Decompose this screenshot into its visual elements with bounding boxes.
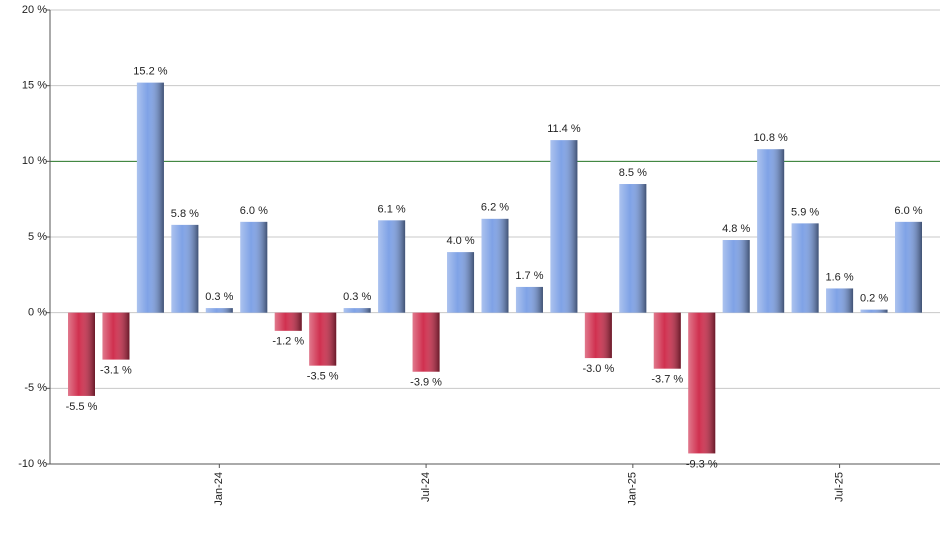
y-tick-label: -10 %	[18, 458, 47, 470]
bar	[447, 252, 475, 313]
bar	[412, 312, 440, 372]
bar	[722, 240, 750, 313]
value-label: 15.2 %	[133, 66, 167, 78]
value-label: 4.0 %	[446, 235, 474, 247]
value-label: 0.3 %	[205, 291, 233, 303]
bar	[274, 312, 302, 331]
bar	[205, 308, 233, 313]
bar	[240, 221, 268, 313]
value-label: 6.0 %	[894, 205, 922, 217]
x-tick-label: Jul-25	[833, 472, 845, 502]
value-label: -3.7 %	[651, 374, 683, 386]
value-label: 10.8 %	[754, 132, 788, 144]
bar	[378, 220, 406, 313]
value-label: 1.7 %	[515, 270, 543, 282]
y-tick-label: -5 %	[24, 382, 47, 394]
bar	[826, 288, 854, 313]
y-tick-label: 0 %	[28, 307, 47, 319]
value-label: 11.4 %	[547, 123, 581, 135]
y-tick-label: 10 %	[22, 155, 47, 167]
bar	[584, 312, 612, 359]
value-label: 4.8 %	[722, 223, 750, 235]
value-label: 6.2 %	[481, 202, 509, 214]
bar	[171, 224, 199, 313]
value-label: -3.5 %	[307, 371, 339, 383]
bar	[895, 221, 922, 313]
value-label: -3.1 %	[100, 364, 132, 376]
bar	[791, 223, 819, 313]
bar	[102, 312, 130, 360]
value-label: 5.9 %	[791, 206, 819, 218]
bar	[757, 149, 785, 313]
value-label: 0.3 %	[343, 291, 371, 303]
value-label: 0.2 %	[860, 293, 888, 305]
value-label: -9.3 %	[686, 458, 718, 470]
value-label: 6.1 %	[378, 203, 406, 215]
value-label: -5.5 %	[66, 401, 98, 413]
y-tick-label: 5 %	[28, 231, 47, 243]
x-tick-label: Jan-25	[627, 472, 639, 506]
y-tick-label: 15 %	[22, 80, 47, 92]
bar	[309, 312, 337, 366]
bar	[68, 312, 95, 396]
value-label: 1.6 %	[826, 271, 854, 283]
bar	[481, 218, 509, 313]
bar	[343, 308, 371, 313]
bar	[136, 82, 164, 313]
bar	[515, 286, 543, 313]
value-label: -3.9 %	[410, 377, 442, 389]
value-label: -3.0 %	[582, 363, 614, 375]
bar	[619, 184, 647, 313]
x-tick-label: Jan-24	[213, 472, 225, 506]
value-label: 6.0 %	[240, 205, 268, 217]
x-tick-label: Jul-24	[420, 472, 432, 502]
bar	[653, 312, 681, 369]
bar	[688, 312, 716, 454]
value-label: -1.2 %	[272, 336, 304, 348]
value-label: 8.5 %	[619, 167, 647, 179]
bar	[860, 309, 888, 313]
bar	[550, 140, 578, 313]
value-label: 5.8 %	[171, 208, 199, 220]
y-tick-label: 20 %	[22, 4, 47, 16]
